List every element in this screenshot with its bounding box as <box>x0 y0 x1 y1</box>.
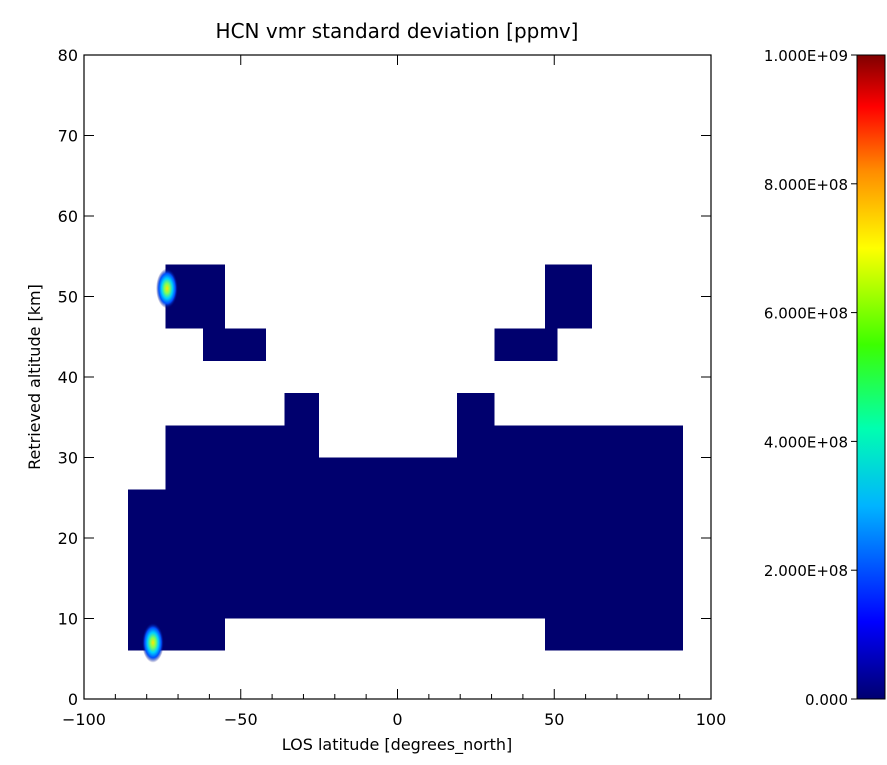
x-tick-label: −50 <box>224 710 258 729</box>
heatmap-cell <box>544 425 683 651</box>
heatmap-hotspot <box>141 622 164 663</box>
heatmap-cell <box>494 425 545 619</box>
y-tick-label: 20 <box>58 529 78 548</box>
colorbar-tick-label: 0.000 <box>805 691 848 709</box>
heatmap-hotspot <box>156 268 179 309</box>
y-tick-label: 0 <box>68 690 78 709</box>
heatmap-cell <box>319 457 458 619</box>
y-tick-label: 50 <box>58 288 78 307</box>
x-tick-label: 0 <box>392 710 402 729</box>
y-tick-label: 70 <box>58 127 78 146</box>
colorbar-tick-label: 1.000E+09 <box>764 47 848 65</box>
heatmap-cell <box>203 296 226 329</box>
colorbar-tick-label: 8.000E+08 <box>764 176 848 194</box>
y-axis-label: Retrieved altitude [km] <box>25 284 44 470</box>
heatmap-cell <box>127 489 166 651</box>
x-axis-label: LOS latitude [degrees_north] <box>282 735 512 755</box>
heatmap-cell <box>284 393 320 619</box>
x-tick-label: 100 <box>696 710 727 729</box>
y-tick-label: 10 <box>58 610 78 629</box>
heatmap-cell <box>544 264 592 329</box>
y-axis: 0 10 20 30 40 50 60 70 80 <box>58 46 711 709</box>
chart-title: HCN vmr standard deviation [ppmv] <box>216 19 579 43</box>
y-tick-label: 30 <box>58 449 78 468</box>
heatmap-cell <box>225 425 285 619</box>
y-tick-label: 80 <box>58 46 78 65</box>
colorbar-tick-label: 2.000E+08 <box>764 562 848 580</box>
colorbar-ticks: 0.000 2.000E+08 4.000E+08 6.000E+08 8.000E+0… <box>764 47 857 709</box>
heatmap-cell <box>494 328 558 361</box>
x-tick-label: 50 <box>544 710 564 729</box>
x-tick-label: −100 <box>62 710 106 729</box>
y-tick-label: 60 <box>58 207 78 226</box>
heatmap-cell <box>165 425 226 651</box>
colorbar: 0.000 2.000E+08 4.000E+08 6.000E+08 8.000E+0… <box>764 47 886 709</box>
colorbar-tick-label: 4.000E+08 <box>764 433 848 451</box>
heatmap-cell <box>457 393 495 619</box>
colorbar-tick-label: 6.000E+08 <box>764 305 848 323</box>
y-tick-label: 40 <box>58 368 78 387</box>
plot-area <box>127 264 683 663</box>
heatmap-cell <box>203 328 266 361</box>
colorbar-gradient <box>856 54 886 700</box>
x-axis: −100 −50 0 50 100 <box>62 55 726 729</box>
